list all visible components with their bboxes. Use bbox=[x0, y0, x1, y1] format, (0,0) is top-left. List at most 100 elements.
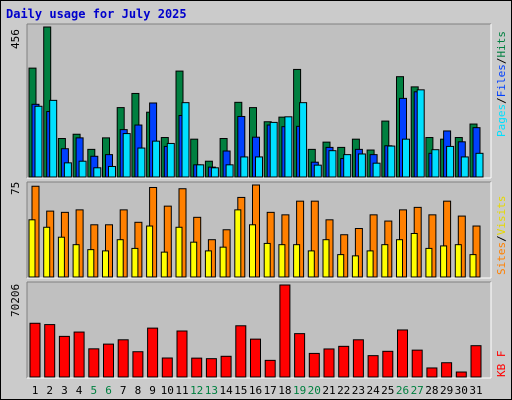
kbytes-bar-kbytes-day-26 bbox=[397, 329, 408, 378]
kbytes-bar-kbytes-day-14 bbox=[220, 355, 232, 378]
hits-bar-pages-day-8 bbox=[137, 147, 146, 178]
kbytes-bar-kbytes-day-9 bbox=[147, 327, 159, 378]
day-label-31: 31 bbox=[469, 384, 482, 397]
visits-bar-visits-day-7 bbox=[116, 239, 124, 278]
kbytes-bar-kbytes-day-18 bbox=[279, 284, 291, 378]
day-label-22: 22 bbox=[337, 384, 350, 397]
visits-bar-visits-day-5 bbox=[87, 249, 95, 278]
visits-bar-visits-day-28 bbox=[425, 247, 433, 278]
day-label-8: 8 bbox=[135, 384, 142, 397]
visits-bar-visits-day-1 bbox=[28, 219, 36, 278]
day-label-28: 28 bbox=[425, 384, 438, 397]
day-label-15: 15 bbox=[234, 384, 247, 397]
kbytes-bar-kbytes-day-30 bbox=[455, 371, 467, 378]
hits-bar-pages-day-16 bbox=[255, 156, 263, 178]
hits-bar-pages-day-25 bbox=[387, 145, 396, 178]
kbytes-bar-kbytes-day-21 bbox=[323, 348, 335, 378]
visits-bar-visits-day-4 bbox=[72, 244, 80, 278]
day-label-17: 17 bbox=[264, 384, 277, 397]
visits-bar-visits-day-20 bbox=[307, 250, 315, 278]
day-label-19: 19 bbox=[293, 384, 306, 397]
hits-bar-pages-day-26 bbox=[402, 138, 410, 178]
hits-bar-pages-day-30 bbox=[460, 156, 469, 178]
hits-bar-pages-day-22 bbox=[343, 154, 352, 178]
kbytes-bar-kbytes-day-6 bbox=[103, 343, 114, 378]
hits-bar-pages-day-20 bbox=[313, 164, 322, 178]
visits-bar-visits-day-15 bbox=[234, 209, 242, 278]
hits-bar-pages-day-31 bbox=[475, 152, 484, 178]
hits-bar-pages-day-7 bbox=[122, 133, 131, 178]
visits-bar-visits-day-17 bbox=[263, 242, 271, 278]
kbytes-bar-kbytes-day-19 bbox=[294, 333, 306, 378]
kbytes-bar-kbytes-day-2 bbox=[44, 324, 56, 378]
visits-bar-visits-day-21 bbox=[322, 239, 330, 278]
visits-bar-visits-day-2 bbox=[43, 226, 51, 278]
hits-bar-pages-day-29 bbox=[446, 145, 455, 178]
visits-bar-visits-day-22 bbox=[337, 254, 345, 278]
kbytes-bar-kbytes-day-10 bbox=[161, 357, 173, 378]
day-label-5: 5 bbox=[90, 384, 97, 397]
kbytes-bar-kbytes-day-12 bbox=[191, 357, 203, 378]
visits-bar-visits-day-25 bbox=[381, 244, 389, 278]
hits-bar-pages-day-2 bbox=[49, 99, 58, 178]
visits-bar-visits-day-29 bbox=[440, 245, 448, 278]
hits-bar-pages-day-14 bbox=[225, 164, 234, 178]
hits-bar-pages-day-9 bbox=[152, 140, 161, 178]
day-label-18: 18 bbox=[278, 384, 291, 397]
visits-bar-visits-day-10 bbox=[160, 251, 168, 278]
visits-bar-visits-day-27 bbox=[410, 232, 418, 278]
hits-bar-pages-day-12 bbox=[196, 164, 205, 178]
visits-bar-visits-day-30 bbox=[454, 244, 462, 278]
hits-bar-pages-day-10 bbox=[166, 142, 175, 178]
kbytes-bar-kbytes-day-16 bbox=[250, 338, 261, 378]
day-label-3: 3 bbox=[61, 384, 68, 397]
hits-bar-pages-day-23 bbox=[357, 153, 366, 178]
kbytes-bar-kbytes-day-5 bbox=[88, 348, 100, 378]
day-label-27: 27 bbox=[411, 384, 424, 397]
hits-bar-pages-day-11 bbox=[181, 102, 190, 178]
day-label-13: 13 bbox=[205, 384, 218, 397]
day-label-4: 4 bbox=[76, 384, 83, 397]
visits-bar-visits-day-14 bbox=[219, 246, 227, 278]
visits-bar-visits-day-3 bbox=[57, 236, 65, 278]
kbytes-bar-kbytes-day-31 bbox=[470, 345, 482, 378]
visits-bar-visits-day-26 bbox=[396, 239, 403, 278]
visits-bar-visits-day-18 bbox=[278, 244, 286, 278]
kbytes-bar-kbytes-day-23 bbox=[352, 339, 364, 378]
day-label-30: 30 bbox=[455, 384, 468, 397]
day-label-21: 21 bbox=[322, 384, 335, 397]
visits-bar-visits-day-31 bbox=[469, 254, 477, 278]
day-label-14: 14 bbox=[219, 384, 233, 397]
day-label-11: 11 bbox=[175, 384, 188, 397]
visits-bar-visits-day-6 bbox=[102, 250, 109, 278]
day-label-24: 24 bbox=[366, 384, 380, 397]
hits-bar-pages-day-6 bbox=[108, 165, 116, 178]
visits-bar-visits-day-9 bbox=[146, 225, 154, 278]
hits-bar-pages-day-27 bbox=[416, 89, 425, 178]
visits-bar-visits-day-24 bbox=[366, 250, 374, 278]
day-label-7: 7 bbox=[120, 384, 127, 397]
hits-bar-pages-day-3 bbox=[63, 162, 72, 178]
day-label-12: 12 bbox=[190, 384, 203, 397]
visits-bar-visits-day-13 bbox=[204, 250, 212, 278]
kbytes-bar-kbytes-day-13 bbox=[205, 358, 217, 378]
day-label-25: 25 bbox=[381, 384, 394, 397]
chart-title: Daily usage for July 2025 bbox=[6, 7, 187, 21]
day-label-20: 20 bbox=[308, 384, 321, 397]
day-label-16: 16 bbox=[249, 384, 262, 397]
hits-bar-pages-day-15 bbox=[240, 156, 249, 178]
kbytes-bar-kbytes-day-25 bbox=[382, 350, 394, 378]
visits-bar-visits-day-23 bbox=[351, 255, 359, 278]
hits-bar-pages-day-13 bbox=[210, 167, 219, 178]
kbytes-bar-kbytes-day-17 bbox=[264, 359, 276, 378]
hits-bar-pages-day-21 bbox=[328, 150, 337, 178]
visits-bar-visits-day-19 bbox=[293, 244, 301, 278]
day-label-2: 2 bbox=[46, 384, 53, 397]
kbytes-bar-kbytes-day-28 bbox=[426, 367, 438, 378]
visits-bar-visits-day-12 bbox=[190, 241, 198, 278]
kbytes-bar-kbytes-day-4 bbox=[73, 331, 85, 378]
hits-bar-pages-day-19 bbox=[299, 102, 308, 178]
visits-bar-visits-day-11 bbox=[175, 226, 183, 278]
